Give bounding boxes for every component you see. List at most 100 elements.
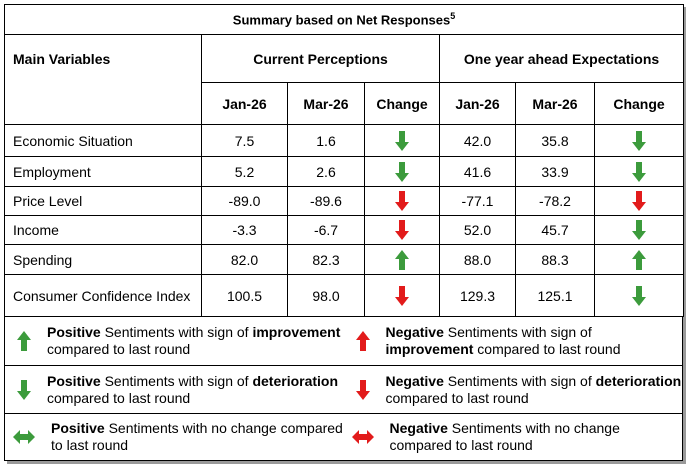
- legend-text-part: Negative: [385, 324, 444, 340]
- legend-item: Positive Sentiments with sign of improve…: [5, 317, 344, 365]
- legend-item: Positive Sentiments with sign of deterio…: [5, 366, 344, 413]
- value-cell: 82.3: [287, 244, 365, 275]
- variable-label: Economic Situation: [4, 124, 202, 157]
- arrow-icon: [632, 191, 647, 211]
- legend-text-part: improvement: [385, 341, 474, 357]
- arrow-shape: [395, 220, 409, 240]
- value-cell: 88.3: [515, 244, 595, 275]
- legend-text-part: Sentiments with sign of: [443, 372, 596, 389]
- legend-row: Positive Sentiments with sign of deterio…: [4, 366, 683, 414]
- arrow-shape: [355, 331, 370, 351]
- arrow-shape: [17, 379, 31, 400]
- data-row: Employment 5.2 2.6 41.6 33.9: [4, 156, 685, 187]
- change-cell: [593, 124, 685, 157]
- value-cell: 88.0: [439, 244, 516, 275]
- title-text: Summary based on Net Responses: [232, 12, 451, 28]
- data-row: Consumer Confidence Index 100.5 98.0 129.3 1…: [4, 274, 685, 317]
- value-cell: 52.0: [439, 215, 516, 245]
- legend-item: Negative Sentiments with sign of improve…: [344, 317, 683, 365]
- legend-text: Negative Sentiments with sign of deterio…: [386, 373, 683, 407]
- legend-text: Negative Sentiments with sign of improve…: [386, 324, 683, 358]
- value-cell: 41.6: [439, 156, 516, 187]
- legend-text-part: improvement: [252, 324, 341, 340]
- arrow-shape: [395, 285, 409, 306]
- value-cell: 35.8: [515, 124, 595, 157]
- period: Jan-26: [201, 82, 288, 125]
- value-cell: 7.5: [201, 124, 288, 157]
- arrow-icon: [632, 130, 647, 151]
- legend-text-part: Negative: [389, 420, 448, 436]
- change-cell: [364, 274, 440, 317]
- title-sup: 5: [450, 11, 456, 22]
- legend-text-part: deterioration: [252, 372, 339, 389]
- variable-label: Employment: [4, 156, 202, 187]
- arrow-shape: [632, 161, 647, 182]
- header-main: Main Variables: [4, 34, 202, 125]
- arrow-shape: [17, 331, 31, 351]
- change-cell: [364, 215, 440, 245]
- legend-text-part: Sentiments with sign of: [100, 372, 253, 389]
- legend-text: Negative Sentiments with no change compa…: [390, 420, 683, 454]
- arrow-shape: [351, 430, 374, 444]
- data-row: Spending 82.0 82.3 88.0 88.3: [4, 244, 685, 275]
- arrow-icon: [351, 430, 374, 444]
- value-cell: -3.3: [201, 215, 288, 245]
- arrow-icon: [632, 161, 647, 182]
- legend-text-part: Positive: [51, 420, 105, 436]
- arrow-icon: [13, 430, 35, 444]
- arrow-shape: [395, 191, 409, 211]
- legend-item: Negative Sentiments with no change compa…: [344, 414, 683, 460]
- legend-text-part: deterioration: [595, 372, 682, 389]
- arrow-icon: [355, 331, 370, 351]
- value-cell: 33.9: [515, 156, 595, 187]
- change-cell: [364, 186, 440, 216]
- subheader-row: Jan-26 Mar-26 Change Jan-26 Mar-26 Chang…: [5, 82, 685, 125]
- arrow-icon: [632, 220, 647, 240]
- change-header: Change: [364, 82, 440, 125]
- value-cell: 1.6: [287, 124, 365, 157]
- value-cell: 82.0: [201, 244, 288, 275]
- legend-text: Positive Sentiments with sign of improve…: [47, 324, 344, 358]
- arrow-shape: [632, 191, 647, 211]
- period: Mar-26: [287, 82, 365, 125]
- value-cell: 98.0: [287, 274, 365, 317]
- value-cell: 129.3: [439, 274, 516, 317]
- period: Jan-26: [439, 82, 516, 125]
- legend-text-part: Negative: [385, 372, 444, 389]
- change-cell: [364, 124, 440, 157]
- arrow-shape: [395, 249, 409, 270]
- value-cell: -89.6: [287, 186, 365, 216]
- title: Summary based on Net Responses5: [3, 4, 685, 35]
- header-current: Current Perceptions: [201, 34, 440, 83]
- value-cell: 2.6: [287, 156, 365, 187]
- legend-text: Positive Sentiments with no change compa…: [51, 420, 344, 454]
- variable-label: Price Level: [4, 186, 202, 216]
- legend-item: Positive Sentiments with no change compa…: [5, 414, 344, 460]
- legend-text-part: Sentiments with sign of: [100, 324, 253, 340]
- arrow-shape: [13, 430, 35, 444]
- variable-label: Spending: [4, 244, 202, 275]
- legend-text-part: Sentiments with no change compared to la…: [51, 420, 343, 453]
- legend-row: Positive Sentiments with no change compa…: [4, 414, 683, 461]
- data-row: Price Level -89.0 -89.6 -77.1 -78.2: [4, 186, 685, 216]
- header-ahead: One year ahead Expectations: [438, 34, 685, 83]
- value-cell: 5.2: [201, 156, 288, 187]
- period: Mar-26: [515, 82, 595, 125]
- arrow-shape: [395, 161, 409, 182]
- legend-text-part: Positive: [47, 324, 101, 340]
- change-cell: [593, 244, 685, 275]
- legend-text-part: compared to last round: [47, 341, 191, 357]
- header-row: Main Variables Current Perceptions One y…: [4, 34, 685, 125]
- legend-text-part: compared to last round: [385, 389, 529, 406]
- arrow-icon: [632, 285, 647, 306]
- value-cell: 42.0: [439, 124, 516, 157]
- change-header: Change: [593, 82, 685, 125]
- arrow-shape: [632, 220, 647, 240]
- arrow-icon: [632, 249, 647, 270]
- arrow-icon: [395, 191, 409, 211]
- legend-text-part: Sentiments with sign of: [443, 324, 592, 340]
- legend-item: Negative Sentiments with sign of deterio…: [344, 366, 683, 413]
- table: Summary based on Net Responses5 Main Var…: [3, 4, 685, 317]
- value-cell: 125.1: [515, 274, 595, 317]
- variable-label: Consumer Confidence Index: [4, 274, 202, 317]
